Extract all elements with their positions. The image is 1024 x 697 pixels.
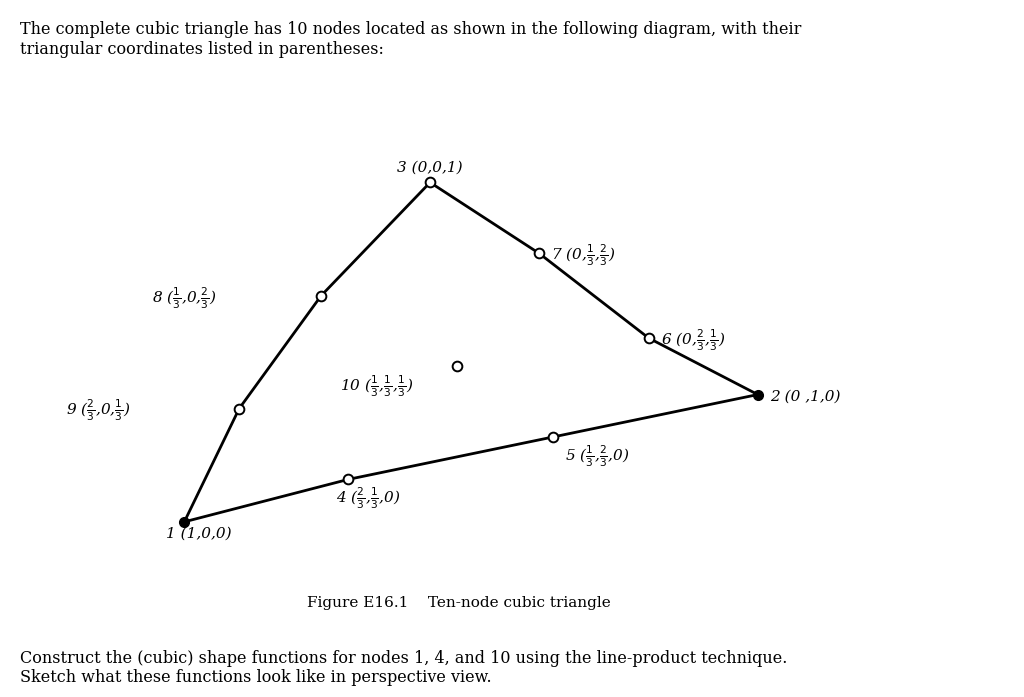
Text: 5 ($\frac{1}{3}$,$\frac{2}{3}$,0): 5 ($\frac{1}{3}$,$\frac{2}{3}$,0) xyxy=(565,443,630,469)
Text: Figure E16.1    Ten-node cubic triangle: Figure E16.1 Ten-node cubic triangle xyxy=(307,596,611,610)
Text: 2 (0 ,1,0): 2 (0 ,1,0) xyxy=(770,390,841,404)
Text: 8 ($\frac{1}{3}$,0,$\frac{2}{3}$): 8 ($\frac{1}{3}$,0,$\frac{2}{3}$) xyxy=(152,285,216,311)
Text: 9 ($\frac{2}{3}$,0,$\frac{1}{3}$): 9 ($\frac{2}{3}$,0,$\frac{1}{3}$) xyxy=(66,398,130,424)
Text: 7 (0,$\frac{1}{3}$,$\frac{2}{3}$): 7 (0,$\frac{1}{3}$,$\frac{2}{3}$) xyxy=(551,243,615,268)
Text: Construct the (cubic) shape functions for nodes 1, 4, and 10 using the line-prod: Construct the (cubic) shape functions fo… xyxy=(20,650,787,687)
Text: The complete cubic triangle has 10 nodes located as shown in the following diagr: The complete cubic triangle has 10 nodes… xyxy=(20,21,802,58)
Text: 4 ($\frac{2}{3}$,$\frac{1}{3}$,0): 4 ($\frac{2}{3}$,$\frac{1}{3}$,0) xyxy=(336,486,400,512)
Text: 1 (1,0,0): 1 (1,0,0) xyxy=(166,527,231,541)
Text: 10 ($\frac{1}{3}$,$\frac{1}{3}$,$\frac{1}{3}$): 10 ($\frac{1}{3}$,$\frac{1}{3}$,$\frac{1… xyxy=(340,374,414,399)
Text: 6 (0,$\frac{2}{3}$,$\frac{1}{3}$): 6 (0,$\frac{2}{3}$,$\frac{1}{3}$) xyxy=(662,328,726,353)
Text: 3 (0,0,1): 3 (0,0,1) xyxy=(397,160,463,174)
